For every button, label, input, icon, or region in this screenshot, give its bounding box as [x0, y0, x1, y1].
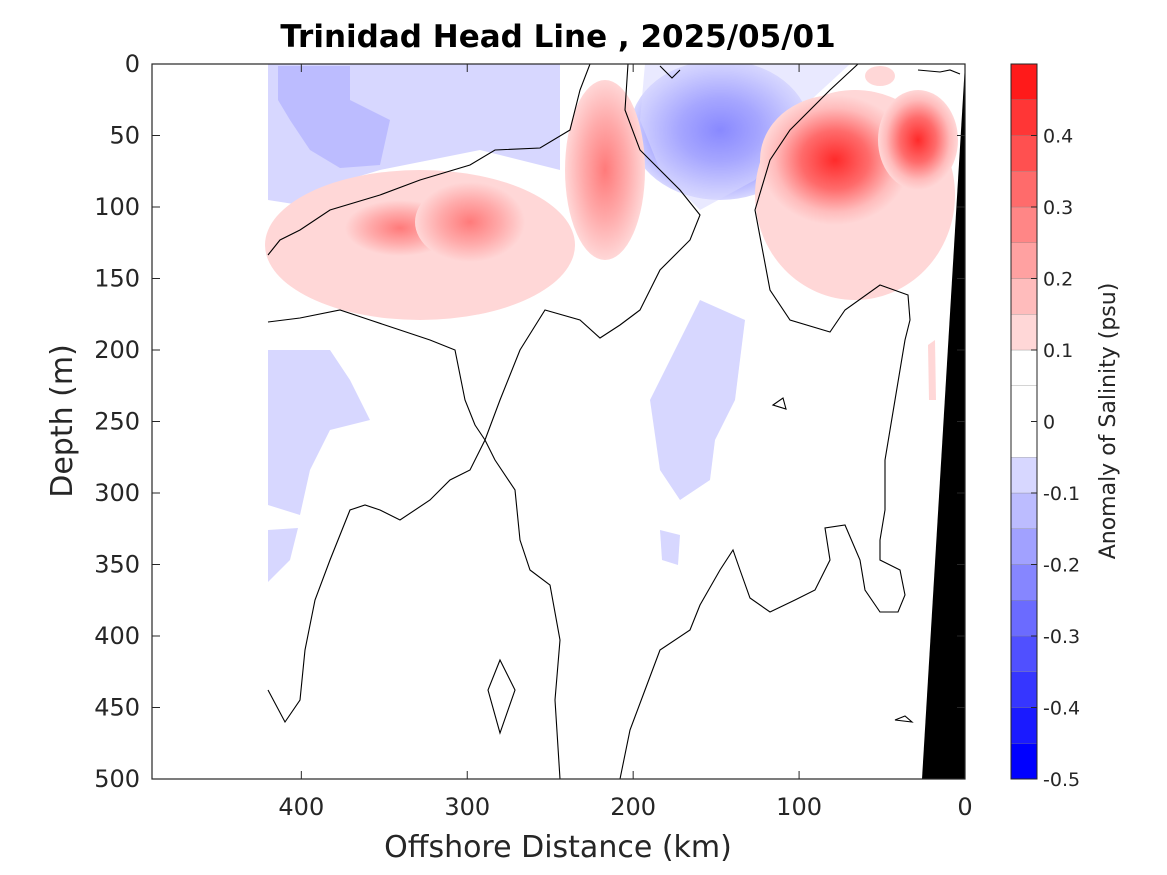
colorbar-label: Anomaly of Salinity (psu) [1096, 283, 1121, 560]
colorbar-segment [1010, 206, 1038, 243]
anomaly-patch-blue-deep-left [268, 350, 370, 515]
colorbar-segment [1010, 635, 1038, 672]
anomaly-core-red-30 [878, 90, 958, 190]
x-tick-label: 300 [444, 793, 490, 821]
x-axis-label: Offshore Distance (km) [384, 830, 732, 865]
colorbar-tick-label: -0.5 [1043, 769, 1080, 791]
anomaly-patch-red-wall [928, 340, 936, 400]
colorbar-segment [1010, 242, 1038, 279]
y-tick-label: 150 [94, 265, 140, 293]
anomaly-core-red-220 [565, 80, 645, 260]
y-axis-label: Depth (m) [45, 344, 80, 498]
colorbar-segment [1010, 99, 1038, 136]
anomaly-core-red-80 [760, 95, 910, 225]
y-tick-label: 250 [94, 408, 140, 436]
anomaly-patch-blue-upper [640, 64, 850, 210]
colorbar-segment [1010, 457, 1038, 494]
y-tick-label: 50 [109, 122, 140, 150]
colorbar-tick-label: 0 [1043, 412, 1055, 434]
y-tick-label: 300 [94, 479, 140, 507]
y-tick-label: 200 [94, 336, 140, 364]
colorbar-segment [1010, 171, 1038, 208]
colorbar-segment [1010, 707, 1038, 744]
y-tick-label: 450 [94, 694, 140, 722]
colorbar-segment [1010, 492, 1038, 529]
seafloor-bathymetry [922, 64, 965, 779]
anomaly-patch-blue-deep-left-2 [268, 528, 298, 582]
colorbar-tick-label: -0.1 [1043, 483, 1080, 505]
zero-contour-5 [917, 69, 961, 75]
zero-contour-2 [267, 64, 701, 724]
zero-contour-4 [619, 64, 911, 779]
colorbar-segment [1010, 314, 1038, 351]
colorbar-tick-label: 0.1 [1043, 340, 1073, 362]
colorbar-segment [1010, 600, 1038, 637]
colorbar-ticks: 0.4 0.3 0.2 0.1 0 -0.1 -0.2 -0.3 -0.4 -0.5 [1031, 126, 1080, 791]
y-axis-ticks: 0 50 100 150 200 250 300 350 400 450 500 [94, 50, 965, 793]
plot-content [265, 64, 965, 779]
zero-contour-1 [267, 64, 591, 256]
anomaly-patch-red-top [865, 66, 895, 86]
zero-contour-3 [267, 309, 561, 779]
colorbar-segment [1010, 528, 1038, 565]
colorbar-tick-label: 0.3 [1043, 197, 1073, 219]
anomaly-patch-blue-mid-2 [660, 530, 680, 565]
anomaly-patch-blue-mid [650, 300, 745, 500]
colorbar-tick-label: 0.2 [1043, 269, 1073, 291]
zero-contour-9 [894, 715, 914, 723]
colorbar-segment [1010, 349, 1038, 386]
colorbar-segment [1010, 278, 1038, 315]
zero-contour-6 [659, 65, 681, 79]
colorbar-tick-label: -0.4 [1043, 698, 1080, 720]
colorbar-tick-label: 0.4 [1043, 126, 1073, 148]
x-tick-label: 200 [610, 793, 656, 821]
chart-title: Trinidad Head Line , 2025/05/01 [280, 19, 835, 55]
anomaly-patch-blue-offshore-core [278, 66, 390, 168]
colorbar-segment [1010, 63, 1038, 100]
anomaly-patch-blue-strip [525, 70, 550, 150]
colorbar-tick-label: -0.2 [1043, 555, 1080, 577]
colorbar [1010, 63, 1038, 780]
colorbar-segment [1010, 743, 1038, 780]
zero-contour-8 [771, 397, 787, 410]
colorbar-segment [1010, 564, 1038, 601]
y-tick-label: 100 [94, 193, 140, 221]
x-tick-label: 100 [776, 793, 822, 821]
zero-contour-7 [487, 658, 516, 735]
colorbar-segment [1010, 135, 1038, 172]
anomaly-core-red-300 [415, 182, 525, 262]
y-tick-label: 0 [125, 50, 140, 78]
colorbar-segment [1010, 671, 1038, 708]
y-tick-label: 500 [94, 765, 140, 793]
x-tick-label: 400 [278, 793, 324, 821]
y-tick-label: 350 [94, 551, 140, 579]
y-tick-label: 400 [94, 622, 140, 650]
colorbar-tick-label: -0.3 [1043, 626, 1080, 648]
x-axis-ticks: 400 300 200 100 0 [278, 64, 973, 821]
x-tick-label: 0 [957, 793, 972, 821]
